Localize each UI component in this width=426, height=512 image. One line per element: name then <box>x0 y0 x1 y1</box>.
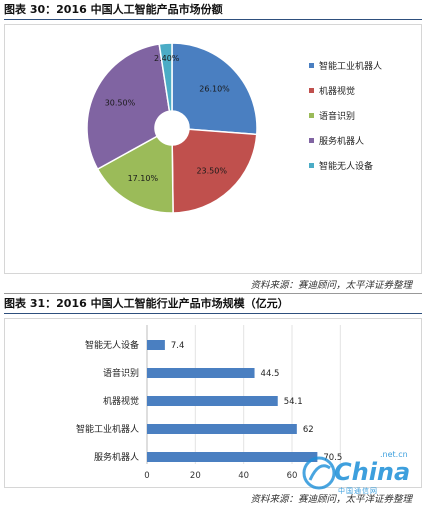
bar <box>147 452 318 462</box>
figure2-title: 图表 31：2016 中国人工智能行业产品市场规模（亿元） <box>4 296 422 314</box>
bar <box>147 396 278 406</box>
legend-swatch <box>309 113 314 118</box>
pie-data-label: 26.10% <box>199 85 230 94</box>
bar-data-label: 70.5 <box>323 453 342 463</box>
category-label: 智能无人设备 <box>85 339 139 351</box>
x-tick-label: 0 <box>144 471 149 481</box>
china-logo-icon <box>302 456 336 490</box>
category-label: 智能工业机器人 <box>76 423 139 435</box>
bar-chart: 0 20 40 60 智能无人设备 7.4 语音识别 44.5 机器视觉 54.1 智能工业机器人 6… <box>76 325 342 481</box>
pie-slice <box>86 43 171 171</box>
bar-data-label: 62 <box>303 425 314 435</box>
legend-swatch <box>309 138 314 143</box>
figure1-source: 资料来源：赛迪顾问，太平洋证券整理 <box>250 280 412 291</box>
legend-swatch <box>309 63 314 68</box>
x-tick-label: 20 <box>190 471 201 481</box>
watermark-text: China <box>334 458 411 486</box>
x-tick-label: 40 <box>238 471 249 481</box>
figure1-title: 图表 30：2016 中国人工智能产品市场份额 <box>4 2 422 20</box>
legend-swatch <box>309 163 314 168</box>
x-tick-label: 60 <box>287 471 298 481</box>
pie-slice <box>171 42 258 136</box>
pie-chart-frame: 26.10% 23.50% 17.10% 30.50% 2.40% 智能工业机器人 机器视觉… <box>4 24 422 274</box>
legend-label: 服务机器人 <box>319 135 364 147</box>
bar-data-label: 44.5 <box>261 369 280 379</box>
legend-label: 智能工业机器人 <box>319 60 382 72</box>
bar <box>147 368 255 378</box>
watermark-suffix: .net.cn <box>380 450 408 459</box>
bar-chart-frame: 0 20 40 60 智能无人设备 7.4 语音识别 44.5 机器视觉 54.1 智能工业机器人 6… <box>4 318 422 488</box>
watermark-logo: .net.cn China 中国通信网 <box>302 450 420 498</box>
pie-slice <box>96 135 174 214</box>
pie-data-label: 17.10% <box>128 174 159 183</box>
bar-data-label: 54.1 <box>284 397 303 407</box>
bar <box>147 424 297 434</box>
watermark-sub: 中国通信网 <box>338 487 378 495</box>
bar <box>147 340 165 350</box>
figure2-source: 资料来源：赛迪顾问，太平洋证券整理 <box>250 494 412 505</box>
divider <box>4 293 422 294</box>
category-label: 语音识别 <box>103 367 139 379</box>
pie-slice <box>171 128 258 214</box>
pie-chart: 26.10% 23.50% 17.10% 30.50% 2.40% 智能工业机器人机器视觉… <box>86 42 382 214</box>
bar-data-label: 7.4 <box>171 341 185 351</box>
legend-label: 语音识别 <box>319 110 355 122</box>
legend-label: 机器视觉 <box>319 85 355 97</box>
legend-swatch <box>309 88 314 93</box>
legend-label: 智能无人设备 <box>319 160 373 172</box>
category-label: 机器视觉 <box>103 395 139 407</box>
pie-slice <box>158 42 173 113</box>
pie-data-label: 30.50% <box>105 98 136 107</box>
category-label: 服务机器人 <box>94 451 139 463</box>
pie-data-label: 23.50% <box>196 166 227 175</box>
pie-data-label: 2.40% <box>154 54 180 63</box>
